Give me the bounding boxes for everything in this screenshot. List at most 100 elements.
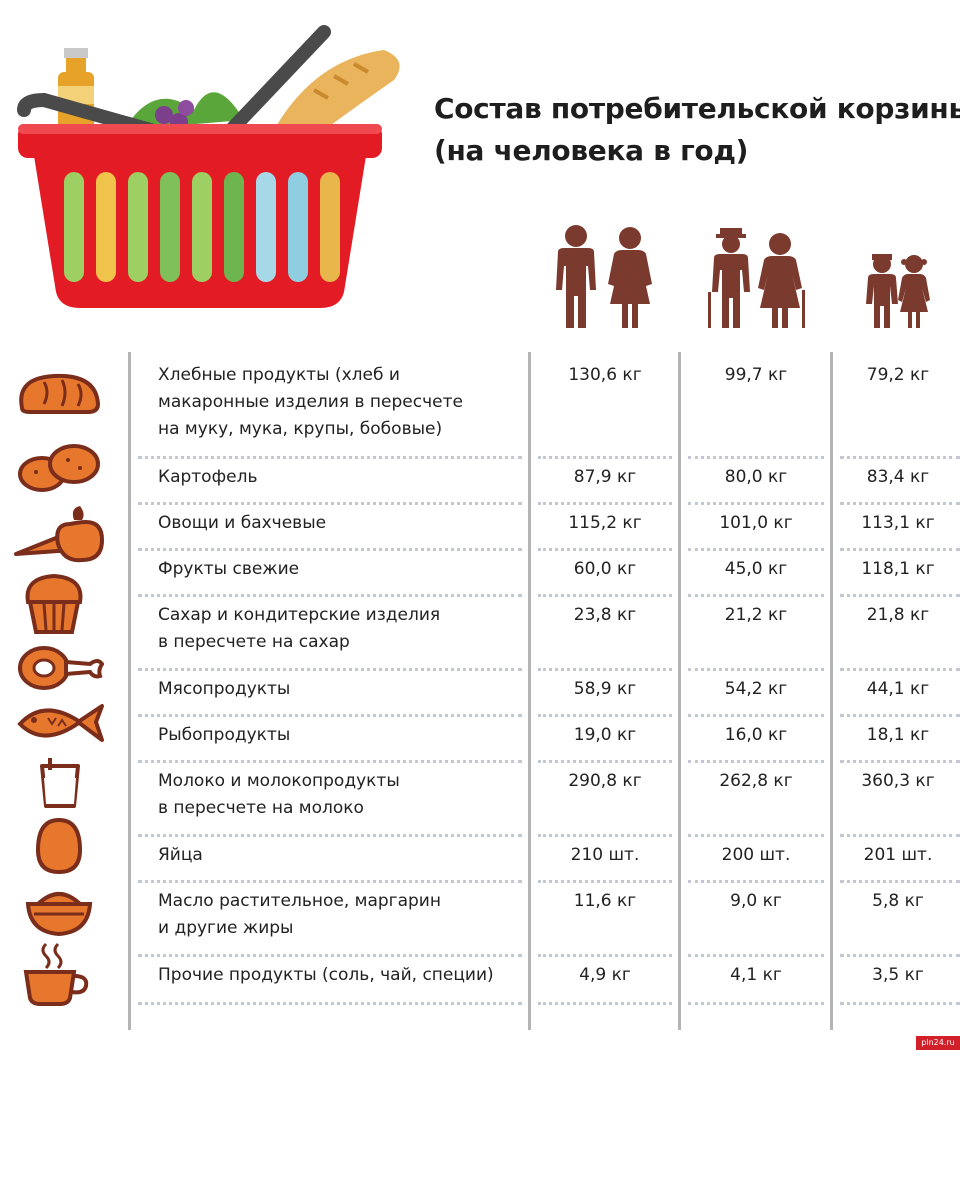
- product-name: Овощи и бахчевые: [158, 510, 508, 537]
- ham-icon: [18, 646, 104, 690]
- column-divider-4: [830, 352, 833, 1030]
- value-v1: 115,2 кг: [568, 513, 642, 533]
- product-name: Масло растительное, маргарин и другие жир…: [158, 888, 508, 942]
- value-v3: 360,3 кг: [861, 771, 935, 791]
- column-divider-3: [678, 352, 681, 1030]
- product-name: Прочие продукты (соль, чай, специи): [158, 962, 508, 989]
- value-v3: 44,1 кг: [866, 679, 930, 699]
- product-name-line: и другие жиры: [158, 918, 294, 938]
- row-separator: [138, 594, 522, 597]
- bowl-icon: [25, 892, 93, 937]
- product-name-line: Мясопродукты: [158, 679, 291, 699]
- value-v1: 58,9 кг: [573, 679, 637, 699]
- row-separator: [840, 456, 960, 459]
- product-name-line: Овощи и бахчевые: [158, 513, 327, 533]
- row-separator: [688, 456, 824, 459]
- row-separator: [138, 456, 522, 459]
- product-name: Хлебные продукты (хлеб и макаронные издел…: [158, 362, 508, 443]
- row-separator: [538, 714, 672, 717]
- row-separator: [538, 954, 672, 957]
- row-separator: [138, 954, 522, 957]
- seniors-icon: [704, 222, 810, 332]
- product-name-line: Молоко и молокопродукты: [158, 771, 400, 791]
- row-separator: [538, 548, 672, 551]
- product-name-line: Масло растительное, маргарин: [158, 891, 441, 911]
- value-v2: 101,0 кг: [719, 513, 793, 533]
- value-v1: 60,0 кг: [573, 559, 637, 579]
- value-v2: 45,0 кг: [724, 559, 788, 579]
- row-separator: [840, 502, 960, 505]
- product-name-line: в пересчете на молоко: [158, 798, 364, 818]
- row-separator: [688, 548, 824, 551]
- title-line-1: Состав потребительской корзины: [434, 92, 960, 125]
- page-title: Состав потребительской корзины (на челов…: [434, 88, 960, 172]
- product-name: Картофель: [158, 464, 508, 491]
- value-v1: 130,6 кг: [568, 365, 642, 385]
- row-separator: [538, 760, 672, 763]
- row-separator: [538, 594, 672, 597]
- value-v1: 87,9 кг: [573, 467, 637, 487]
- value-v1: 19,0 кг: [573, 725, 637, 745]
- source-badge: pln24.ru: [916, 1036, 960, 1050]
- value-v3: 21,8 кг: [866, 605, 930, 625]
- value-v2: 99,7 кг: [724, 365, 788, 385]
- row-separator: [688, 668, 824, 671]
- row-separator: [688, 1002, 824, 1005]
- row-separator: [538, 502, 672, 505]
- product-name-line: Хлебные продукты (хлеб и: [158, 365, 400, 385]
- row-separator: [840, 548, 960, 551]
- value-v3: 3,5 кг: [872, 965, 924, 985]
- shopping-basket-icon: [17, 25, 400, 308]
- value-v1: 290,8 кг: [568, 771, 642, 791]
- adults-icon: [552, 222, 658, 332]
- row-separator: [138, 1002, 522, 1005]
- row-separator: [138, 714, 522, 717]
- bread-loaf-icon: [19, 373, 101, 414]
- row-separator: [840, 594, 960, 597]
- row-separator: [840, 954, 960, 957]
- row-separator: [688, 594, 824, 597]
- product-name-line: макаронные изделия в пересчете: [158, 392, 463, 412]
- fish-icon: [17, 704, 104, 742]
- product-name-line: Картофель: [158, 467, 258, 487]
- muffin-icon: [25, 573, 83, 634]
- column-divider-1: [128, 352, 131, 1030]
- value-v2: 200 шт.: [721, 845, 791, 865]
- value-v1: 11,6 кг: [573, 891, 637, 911]
- value-v3: 118,1 кг: [861, 559, 935, 579]
- row-separator: [840, 760, 960, 763]
- row-separator: [688, 880, 824, 883]
- value-v3: 201 шт.: [863, 845, 933, 865]
- row-separator: [138, 668, 522, 671]
- row-separator: [138, 880, 522, 883]
- value-v2: 4,1 кг: [730, 965, 782, 985]
- product-name: Яйца: [158, 842, 508, 869]
- value-v2: 262,8 кг: [719, 771, 793, 791]
- product-name: Рыбопродукты: [158, 722, 508, 749]
- row-separator: [538, 668, 672, 671]
- product-name: Фрукты свежие: [158, 556, 508, 583]
- row-separator: [688, 760, 824, 763]
- product-name: Молоко и молокопродукты в пересчете на мо…: [158, 768, 508, 822]
- product-name-line: Прочие продукты (соль, чай, специи): [158, 965, 494, 985]
- row-separator: [840, 834, 960, 837]
- value-v2: 21,2 кг: [724, 605, 788, 625]
- value-v3: 113,1 кг: [861, 513, 935, 533]
- value-v3: 79,2 кг: [866, 365, 930, 385]
- tea-cup-icon: [23, 942, 89, 1006]
- row-separator: [688, 954, 824, 957]
- column-divider-2: [528, 352, 531, 1030]
- product-name-line: Сахар и кондитерские изделия: [158, 605, 441, 625]
- value-v2: 16,0 кг: [724, 725, 788, 745]
- row-separator: [840, 668, 960, 671]
- row-separator: [688, 714, 824, 717]
- row-separator: [138, 834, 522, 837]
- product-name-line: на муку, мука, крупы, бобовые): [158, 419, 443, 439]
- row-separator: [688, 834, 824, 837]
- title-line-2: (на человека в год): [434, 134, 749, 167]
- value-v3: 83,4 кг: [866, 467, 930, 487]
- product-name-line: Фрукты свежие: [158, 559, 300, 579]
- value-v1: 23,8 кг: [573, 605, 637, 625]
- value-v2: 54,2 кг: [724, 679, 788, 699]
